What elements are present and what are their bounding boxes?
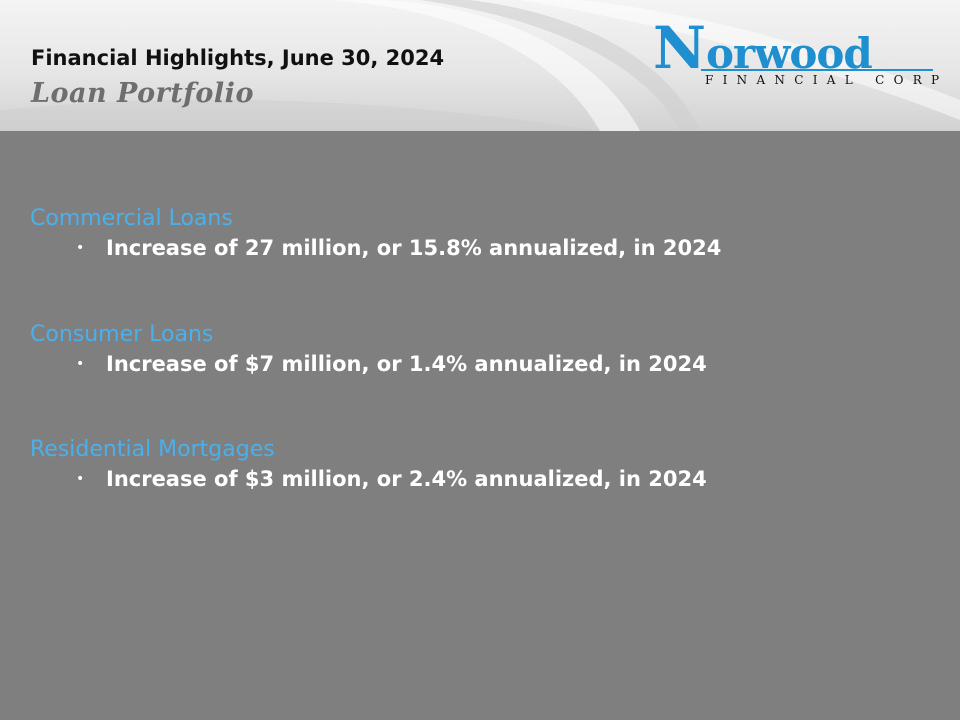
section-heading: Commercial Loans: [30, 206, 233, 231]
list-item: • Increase of 27 million, or 15.8% annual…: [76, 233, 721, 263]
bullet-icon: •: [76, 240, 85, 256]
bullet-text: Increase of 27 million, or 15.8% annuali…: [106, 236, 722, 260]
section-commercial-loans: Commercial Loans • Increase of 27 million…: [30, 205, 721, 263]
bullet-text: Increase of $3 million, or 2.4% annualiz…: [106, 467, 707, 491]
section-heading: Residential Mortgages: [30, 437, 275, 462]
bullet-icon: •: [76, 471, 85, 487]
logo-tagline: FINANCIAL CORP: [705, 73, 949, 87]
list-item: • Increase of $7 million, or 1.4% annuali…: [76, 349, 707, 379]
logo-wordmark: Norwood: [653, 19, 873, 78]
header-swoosh-decoration: [0, 0, 960, 131]
page-subtitle: Loan Portfolio: [31, 78, 254, 109]
header-banner: Financial Highlights, June 30, 2024 Loan…: [0, 0, 960, 131]
norwood-logo: Norwood FINANCIAL CORP: [653, 19, 939, 88]
bullet-text: Increase of $7 million, or 1.4% annualiz…: [106, 352, 707, 376]
logo-rule: [701, 69, 933, 71]
logo-initial: N: [653, 14, 707, 82]
slide-body: Commercial Loans • Increase of 27 million…: [0, 131, 960, 720]
section-heading: Consumer Loans: [30, 322, 214, 347]
page-title: Financial Highlights, June 30, 2024: [31, 46, 445, 70]
list-item: • Increase of $3 million, or 2.4% annuali…: [76, 464, 707, 494]
section-residential-mortgages: Residential Mortgages • Increase of $3 mi…: [30, 436, 707, 494]
section-consumer-loans: Consumer Loans • Increase of $7 million, …: [30, 321, 707, 379]
logo-wordmark-rest: orwood: [706, 29, 873, 78]
bullet-icon: •: [76, 356, 85, 372]
